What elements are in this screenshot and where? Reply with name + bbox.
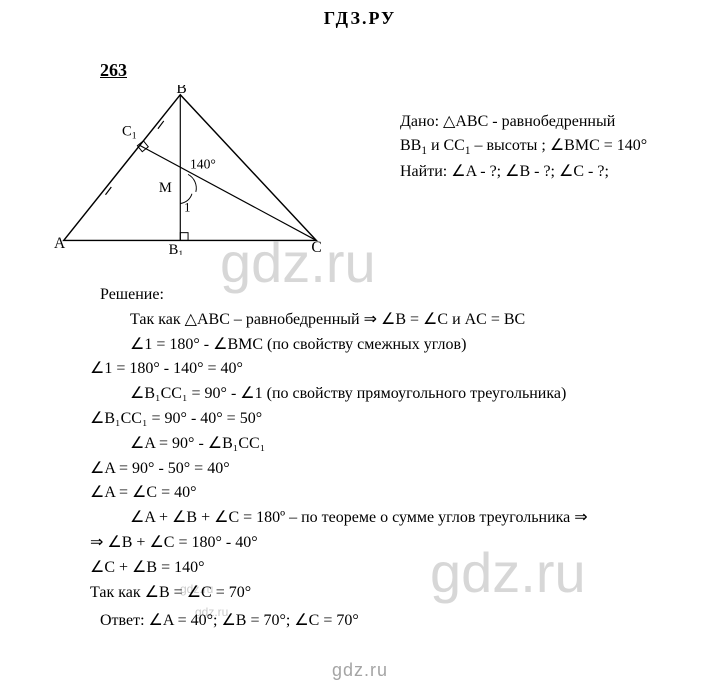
label-M: M: [159, 180, 172, 196]
site-header: ГДЗ.РУ: [0, 0, 720, 29]
problem-number: 263: [100, 60, 127, 81]
solution-line-3: ∠1 = 180° - 140° = 40°: [60, 357, 680, 382]
given-line-3: Найти: ∠A - ?; ∠B - ?; ∠C - ?;: [400, 160, 647, 184]
solution-line-1: Так как △ABC – равнобедренный ⇒ ∠B = ∠C …: [60, 308, 680, 333]
solution-line-5: ∠B₁CC₁ = 90° - 40° = 50°: [60, 407, 680, 432]
solution-line-12: Так как ∠B = ∠C = 70°: [60, 581, 680, 606]
label-1: 1: [184, 200, 190, 214]
given-block: Дано: △ABC - равнобедренный BB1 и CC1 – …: [400, 110, 647, 184]
label-140: 140°: [190, 157, 216, 172]
solution-line-9: ∠A + ∠B + ∠C = 180º – по теореме о сумме…: [60, 506, 680, 531]
solution-line-7: ∠A = 90° - 50° = 40°: [60, 457, 680, 482]
label-C1: C1: [122, 124, 137, 142]
solution-line-6: ∠A = 90° - ∠B₁CC₁: [60, 432, 680, 457]
label-B: B: [176, 85, 186, 97]
solution-line-4: ∠B₁CC₁ = 90° - ∠1 (по свойству прямоугол…: [60, 382, 680, 407]
solution-line-2: ∠1 = 180° - ∠BMC (по свойству смежных уг…: [60, 333, 680, 358]
footer-watermark: gdz.ru: [0, 660, 720, 681]
label-A: A: [54, 235, 66, 252]
geometry-diagram: A B C B1 C1 M 140° 1: [50, 85, 330, 255]
given-line-2: BB1 и CC1 – высоты ; ∠BMC = 140°: [400, 134, 647, 160]
label-B1: B1: [169, 242, 184, 255]
solution-line-8: ∠A = ∠C = 40°: [60, 481, 680, 506]
given-line-1: Дано: △ABC - равнобедренный: [400, 110, 647, 134]
solution-answer: Ответ: ∠A = 40°; ∠B = 70°; ∠C = 70°: [60, 605, 680, 634]
label-C: C: [311, 239, 321, 255]
solution-block: Решение: Так как △ABC – равнобедренный ⇒…: [60, 283, 680, 634]
solution-line-11: ∠C + ∠B = 140°: [60, 556, 680, 581]
solution-line-10: ⇒ ∠B + ∠C = 180° - 40°: [60, 531, 680, 556]
solution-label: Решение:: [60, 283, 680, 308]
